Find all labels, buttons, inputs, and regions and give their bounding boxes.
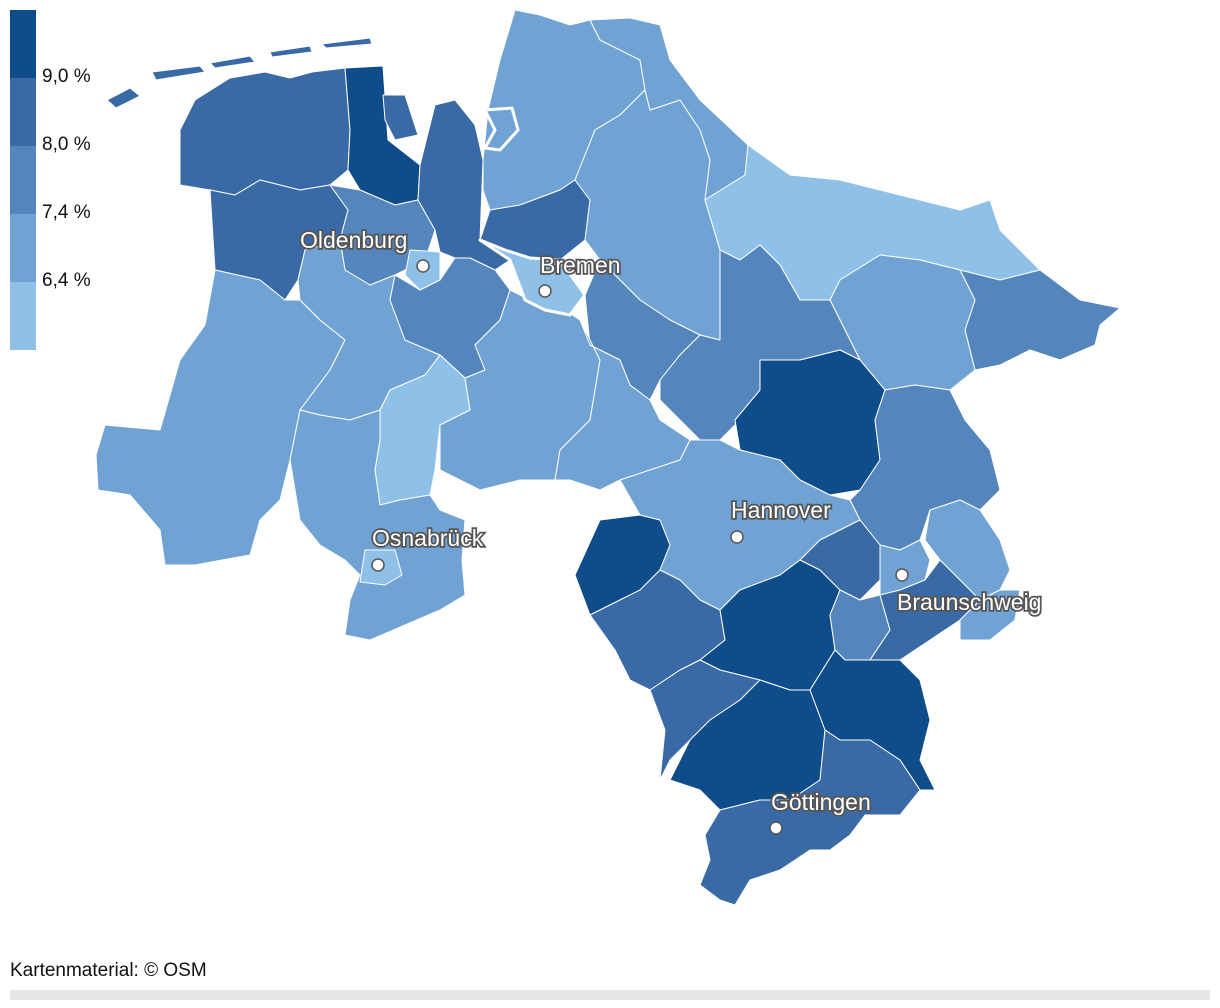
district-harburg[interactable] bbox=[589, 17, 749, 201]
city-marker-goettingen[interactable] bbox=[769, 821, 783, 835]
district-wolfenbuettel[interactable] bbox=[869, 559, 981, 661]
city-label-bremen: Bremen bbox=[540, 252, 621, 278]
city-bremerhaven[interactable] bbox=[483, 106, 520, 152]
legend-label-7-4: 7,4 % bbox=[42, 202, 91, 223]
legend-label-8-0: 8,0 % bbox=[42, 134, 91, 155]
city-marker-bremen[interactable] bbox=[538, 284, 552, 298]
island-baltrum[interactable] bbox=[269, 45, 313, 58]
city-markers bbox=[371, 259, 909, 835]
city-marker-hannover[interactable] bbox=[730, 530, 744, 544]
district-helmstedt[interactable] bbox=[959, 589, 1021, 641]
city-marker-braunschweig[interactable] bbox=[895, 568, 909, 582]
legend-label-6-4: 6,4 % bbox=[42, 270, 91, 291]
legend-swatch-class5 bbox=[10, 10, 36, 78]
district-aurich[interactable] bbox=[179, 67, 351, 196]
district-luechow-dannenberg[interactable] bbox=[959, 269, 1121, 371]
choropleth-map: Oldenburg Bremen Osnabrück Hannover Brau… bbox=[95, 9, 1121, 906]
district-wesermarsch[interactable] bbox=[417, 99, 511, 271]
city-label-osnabrueck: Osnabrück bbox=[372, 525, 484, 551]
legend-swatch-class3 bbox=[10, 146, 36, 214]
map-credit: Kartenmaterial: © OSM bbox=[10, 960, 207, 981]
island-juist[interactable] bbox=[151, 65, 206, 81]
footer-bar bbox=[10, 990, 1210, 1000]
city-marker-oldenburg[interactable] bbox=[416, 259, 430, 273]
island-borkum[interactable] bbox=[106, 87, 141, 109]
legend-swatch-class1 bbox=[10, 282, 36, 350]
city-label-braunschweig: Braunschweig bbox=[897, 589, 1041, 615]
island-spiekeroog[interactable] bbox=[321, 37, 373, 49]
district-goettingen[interactable] bbox=[699, 729, 921, 906]
city-bremen-area[interactable] bbox=[478, 238, 587, 317]
map-legend: 9,0 % 8,0 % 7,4 % 6,4 % bbox=[10, 10, 140, 350]
district-gifhorn[interactable] bbox=[849, 384, 1001, 551]
legend-label-9-0: 9,0 % bbox=[42, 66, 91, 87]
legend-swatch-class2 bbox=[10, 214, 36, 282]
island-norderney[interactable] bbox=[209, 55, 256, 69]
city-labels: Oldenburg Bremen Osnabrück Hannover Brau… bbox=[298, 225, 1043, 817]
city-label-goettingen: Göttingen bbox=[771, 789, 871, 815]
city-marker-osnabrueck[interactable] bbox=[371, 558, 385, 572]
city-label-hannover: Hannover bbox=[731, 497, 831, 523]
district-wilhelmshaven[interactable] bbox=[382, 94, 419, 141]
city-label-oldenburg: Oldenburg bbox=[300, 227, 407, 253]
legend-swatch-class4 bbox=[10, 78, 36, 146]
district-osnabrueck-land[interactable] bbox=[289, 409, 466, 641]
